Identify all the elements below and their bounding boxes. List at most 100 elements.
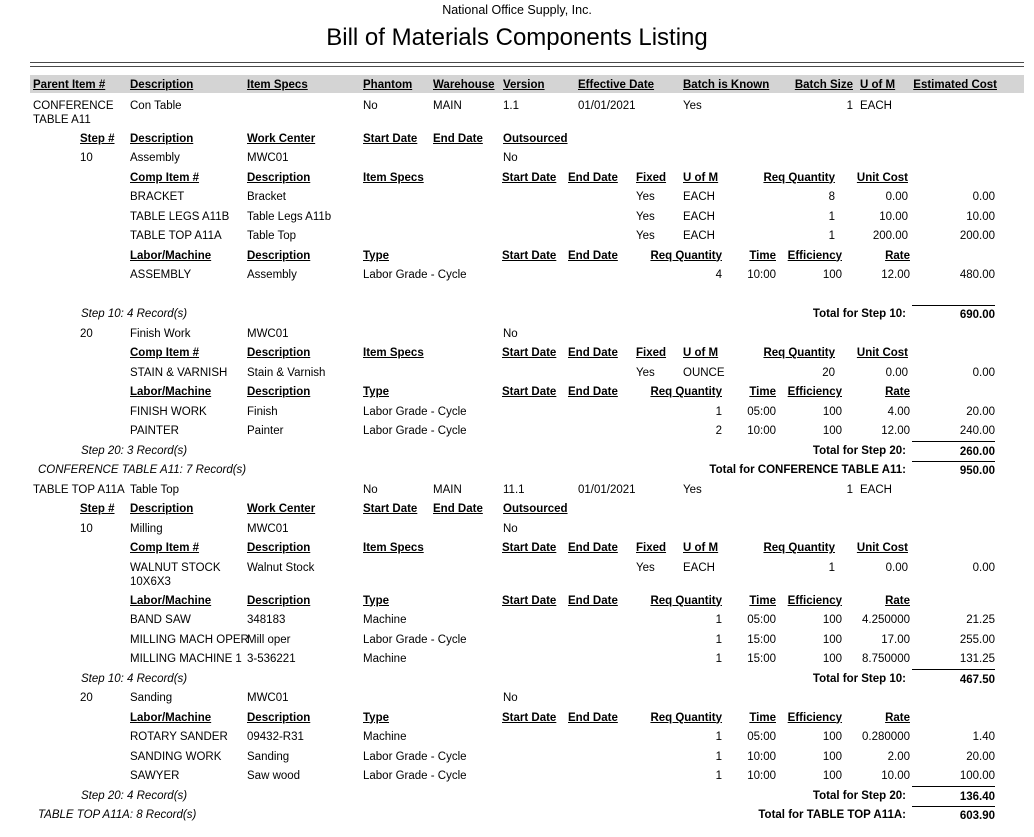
work-center-header: Work Center [247,132,316,145]
type-header: Type [363,594,389,607]
description: Assembly [247,269,297,281]
item-specs-header: Item Specs [363,347,424,359]
outsourced: No [503,327,518,340]
type: Machine [363,653,407,665]
report-body: Parent Item # Description Item Specs Phanto… [0,75,1034,825]
u-of-m-header: U of M [683,347,719,359]
subtotal-row: Step 10: 4 Record(s) Total for Step 10: 69… [0,304,1034,325]
rate: 10.00 [881,770,910,782]
total-label: Total for Step 20: [812,444,906,457]
description: 348183 [247,614,286,626]
efficiency: 100 [822,633,842,646]
description: Milling [130,522,163,535]
group-record-count: TABLE TOP A11A: 8 Record(s) [38,809,197,821]
start-date-header: Start Date [502,542,557,554]
time: 15:00 [747,653,776,665]
subtotal-row: CONFERENCE TABLE A11: 7 Record(s) Total f… [0,460,1034,481]
version-header: Version [503,78,545,91]
type-header: Type [363,249,389,262]
total-value: 467.50 [912,669,995,687]
type: Labor Grade - Cycle [363,405,467,418]
fixed: Yes [636,210,655,223]
parent-item-row: CONFERENCE TABLE A11 Con Table No MAIN 1.1 01… [0,96,1034,129]
end-date-header: End Date [433,503,483,515]
work-center: MWC01 [247,327,289,340]
time-header: Time [749,386,776,398]
time-header: Time [749,249,776,262]
description: 3-536221 [247,653,296,665]
group-record-count: Step 20: 3 Record(s) [81,444,188,457]
group-record-count: CONFERENCE TABLE A11: 7 Record(s) [38,464,247,476]
description: Sanding [247,750,290,763]
subtotal-row: Step 20: 4 Record(s) Total for Step 20: 13… [0,786,1034,806]
type: Labor Grade - Cycle [363,770,467,782]
description: Assembly [130,152,180,164]
unit-cost-header: Unit Cost [856,171,908,184]
fixed: Yes [636,366,655,379]
req-quantity-header: Req Quantity [763,542,835,554]
unit-cost: 0.00 [885,561,908,574]
u-of-m-header: U of M [683,171,719,184]
header-double-rule [30,62,1024,67]
labor-machine: FINISH WORK [130,405,207,418]
step-row: 20 Finish Work MWC01 No [0,324,1034,344]
component-row: BRACKET Bracket Yes EACH 8 0.00 0.00 [0,188,1034,208]
comp-item: TABLE TOP A11A [130,230,222,242]
start-date-header: Start Date [502,249,557,262]
parent-item-header: Parent Item # [33,78,106,91]
u-of-m: EACH [683,230,715,242]
estimated-cost: 100.00 [959,770,995,782]
time: 05:00 [747,731,776,743]
batch-size: 1 [846,483,853,496]
estimated-cost: 255.00 [959,633,995,646]
comp-item: STAIN & VARNISH [130,366,228,379]
fixed: Yes [636,561,655,574]
component-header-row: Comp Item # Description Item Specs Start Da… [0,539,1034,559]
description-header: Description [130,132,194,145]
outsourced: No [503,522,518,535]
efficiency: 100 [822,405,842,418]
rate: 8.750000 [862,653,910,665]
rate: 12.00 [881,425,910,437]
req-quantity: 8 [828,191,835,203]
parent-item-row: TABLE TOP A11A Table Top No MAIN 11.1 01/01/2… [0,480,1034,500]
description: Finish Work [130,327,191,340]
end-date-header: End Date [568,594,618,607]
time: 15:00 [747,633,776,646]
type: Machine [363,614,407,626]
effective-date-header: Effective Date [578,78,655,91]
total-label: Total for Step 20: [812,789,906,802]
start-date-header: Start Date [502,347,557,359]
labor-machine-header: Labor/Machine [130,386,212,398]
total-value: 603.90 [912,805,995,824]
req-quantity-header: Req Quantity [650,386,722,398]
outsourced: No [503,692,518,704]
warehouse: MAIN [433,483,462,496]
efficiency: 100 [822,614,842,626]
total-value: 950.00 [912,460,995,479]
unit-cost: 200.00 [872,230,908,242]
u-of-m-header: U of M [860,78,896,91]
labor-machine-row: MILLING MACHINE 1 3-536221 Machine 1 15:00 10… [0,650,1034,670]
end-date-header: End Date [433,132,483,145]
item-specs-header: Item Specs [363,542,424,554]
rate: 0.280000 [862,731,910,743]
version: 11.1 [503,483,525,496]
report-title: Bill of Materials Components Listing [326,24,708,51]
subtotal-row: Step 20: 3 Record(s) Total for Step 20: 26… [0,441,1034,461]
total-value: 136.40 [912,786,995,804]
fixed: Yes [636,191,655,203]
batch-is-known-header: Batch is Known [683,78,770,91]
type-header: Type [363,386,389,398]
description: Saw wood [247,770,301,782]
column-header-band [30,75,1024,93]
description: Finish [247,405,278,418]
u-of-m: EACH [683,191,715,203]
unit-cost-header: Unit Cost [856,347,908,359]
start-date-header: Start Date [363,132,418,145]
labor-machine-header: Labor/Machine [130,594,212,607]
time-header: Time [749,711,776,724]
description-header: Description [247,711,311,724]
start-date-header: Start Date [502,594,557,607]
